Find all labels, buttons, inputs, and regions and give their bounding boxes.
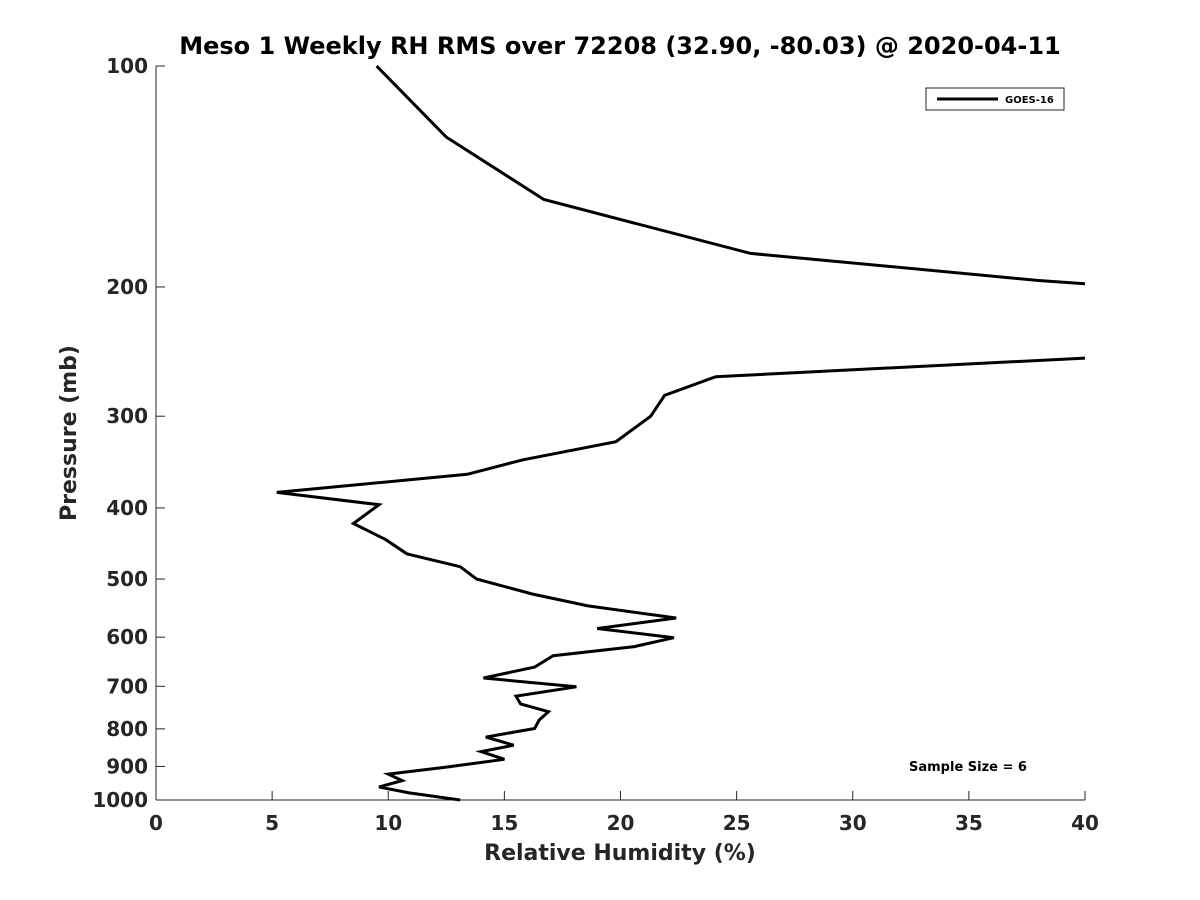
legend: GOES-16: [925, 87, 1065, 111]
x-tick-label: 35: [955, 811, 983, 835]
y-tick-label: 900: [106, 754, 148, 778]
x-tick-label: 0: [149, 811, 163, 835]
legend-label-goes16: GOES-16: [1005, 95, 1054, 106]
x-tick-label: 15: [490, 811, 518, 835]
x-tick-label: 10: [374, 811, 402, 835]
plot-area: 0 5 10 15 20 25 30 35 40 100 200 300 400 500 600 700 80…: [92, 54, 1099, 835]
y-tick-label: 400: [106, 496, 148, 520]
x-axis-label: Relative Humidity (%): [484, 841, 756, 866]
x-tick-label: 20: [607, 811, 635, 835]
y-ticks: 100 200 300 400 500 600 700 800 900 1000: [92, 54, 165, 812]
x-tick-label: 40: [1071, 811, 1099, 835]
y-tick-label: 300: [106, 404, 148, 428]
series-lines: [276, 64, 1086, 802]
y-tick-label: 700: [106, 674, 148, 698]
series-line-segment-2: [276, 356, 1086, 802]
sample-size-annotation: Sample Size = 6: [909, 760, 1027, 775]
y-tick-label: 500: [106, 567, 148, 591]
y-axis-label: Pressure (mb): [57, 345, 82, 521]
series-line-segment-1: [375, 64, 1086, 286]
x-tick-label: 30: [839, 811, 867, 835]
y-tick-label: 600: [106, 625, 148, 649]
y-tick-label: 800: [106, 717, 148, 741]
y-tick-label: 100: [106, 54, 148, 78]
x-tick-label: 5: [265, 811, 279, 835]
x-tick-label: 25: [723, 811, 751, 835]
y-tick-label: 200: [106, 275, 148, 299]
chart-title: Meso 1 Weekly RH RMS over 72208 (32.90, …: [179, 32, 1061, 60]
x-ticks: 0 5 10 15 20 25 30 35 40: [149, 791, 1099, 835]
y-tick-label: 1000: [92, 788, 148, 812]
